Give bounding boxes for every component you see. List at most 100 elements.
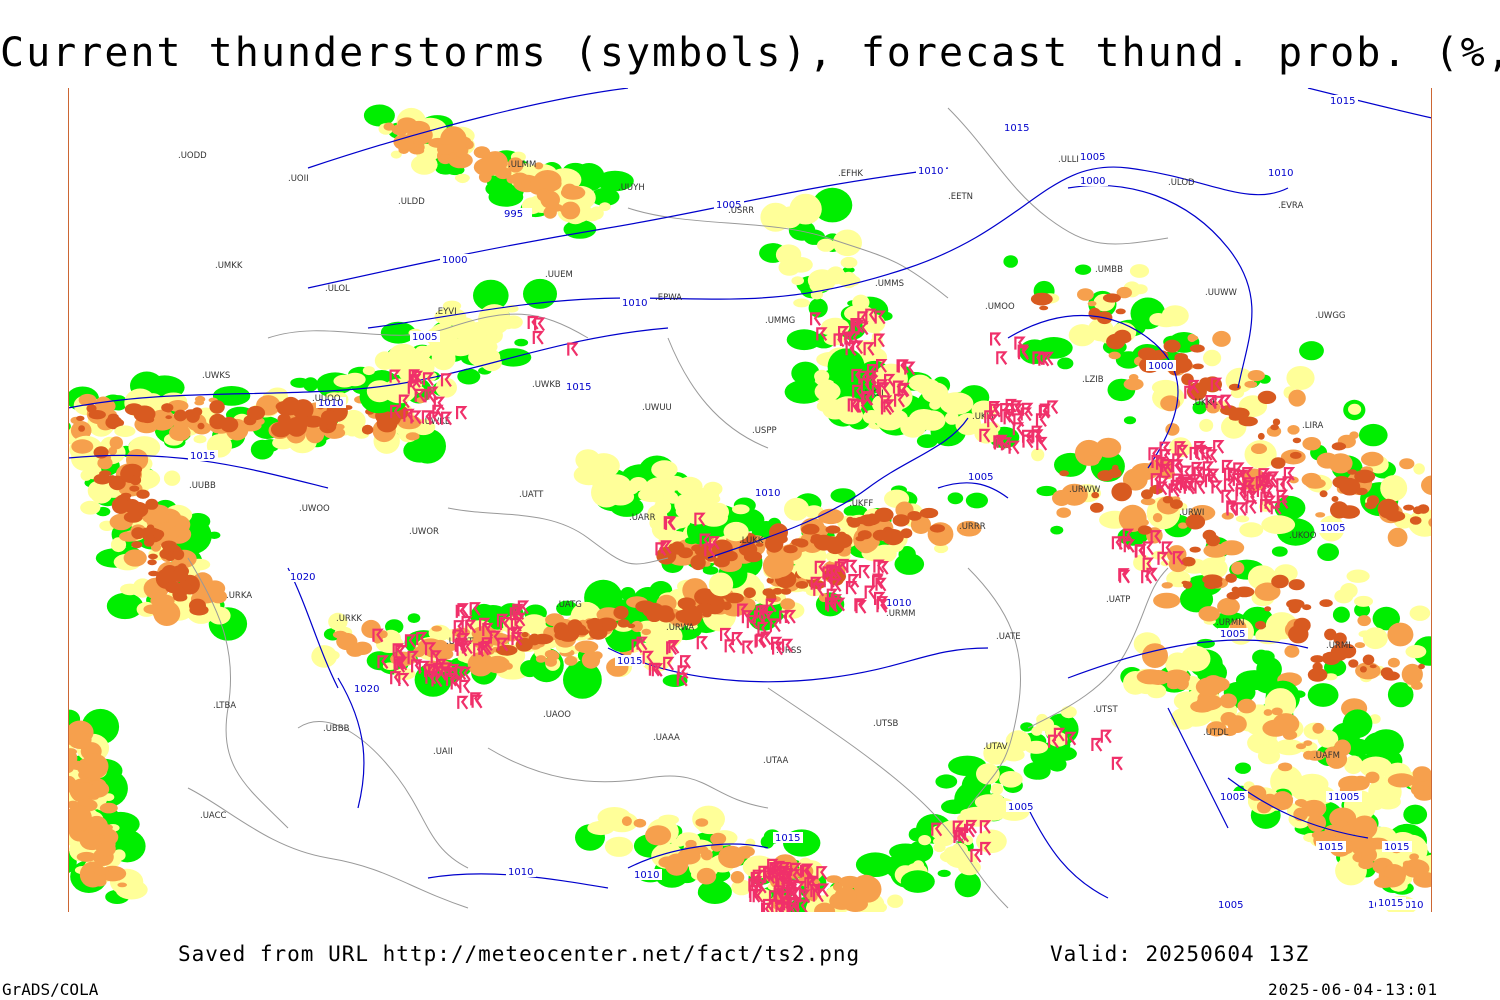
- thunderstorm-symbol: [514, 612, 526, 627]
- svg-text:1010: 1010: [508, 867, 533, 878]
- probability-cell: [1219, 693, 1238, 709]
- thunderstorm-symbol: [456, 406, 468, 420]
- probability-cell: [772, 587, 783, 595]
- probability-cell: [1310, 655, 1325, 663]
- probability-cell: [1174, 353, 1188, 362]
- thunderstorm-symbol: [407, 650, 419, 665]
- probability-cell: [1237, 698, 1256, 714]
- probability-cell: [172, 548, 185, 561]
- thunderstorm-symbol: [452, 629, 464, 644]
- thunderstorm-symbol: [1213, 440, 1225, 454]
- probability-cell: [1312, 722, 1324, 734]
- probability-cell: [1257, 650, 1275, 663]
- probability-cell: [855, 535, 865, 542]
- probability-cell: [437, 144, 454, 155]
- thunderstorm-symbol: [1111, 756, 1124, 771]
- svg-text:1015: 1015: [190, 451, 215, 462]
- probability-cell: [1387, 657, 1400, 668]
- probability-cell: [1169, 499, 1183, 509]
- probability-cell: [76, 415, 85, 421]
- isobar-line: [337, 677, 365, 809]
- probability-cell: [457, 368, 481, 385]
- probability-cell: [1179, 586, 1214, 613]
- probability-cell: [649, 510, 661, 518]
- probability-cell: [882, 529, 904, 546]
- thunderstorm-symbol: [1183, 480, 1196, 495]
- thunderstorm-symbol: [668, 639, 680, 654]
- thunderstorm-symbol: [724, 639, 736, 654]
- probability-cell: [1231, 586, 1240, 593]
- probability-cell: [1129, 264, 1150, 278]
- probability-cell: [1351, 815, 1378, 840]
- thunderstorm-symbol: [771, 899, 783, 912]
- probability-cell: [1403, 504, 1415, 511]
- probability-cell: [1409, 516, 1422, 525]
- probability-cell: [629, 477, 648, 491]
- thunderstorm-symbol: [1012, 422, 1025, 436]
- isobar-label: 1015: [564, 381, 594, 393]
- probability-cell: [99, 802, 118, 814]
- thunderstorm-symbol: [771, 641, 784, 656]
- probability-cell: [1262, 719, 1290, 737]
- thunderstorm-symbol: [1223, 467, 1236, 482]
- isobar-line: [1227, 777, 1369, 839]
- probability-cell: [654, 499, 672, 515]
- probability-cell: [442, 300, 462, 312]
- thunderstorm-symbol: [779, 610, 791, 625]
- probability-cell: [209, 413, 227, 430]
- probability-cell: [1346, 569, 1370, 583]
- probability-cell: [1312, 662, 1323, 672]
- isobar-label: 1005: [1216, 899, 1246, 911]
- probability-cell: [1369, 664, 1377, 669]
- probability-cell: [1235, 762, 1251, 774]
- svg-text:995: 995: [504, 209, 523, 220]
- thunderstorm-symbol: [1179, 477, 1192, 491]
- station-label: .UWOO: [299, 504, 330, 514]
- thunderstorm-symbol: [444, 667, 456, 682]
- thunderstorm-symbol: [987, 414, 999, 428]
- svg-text:1000: 1000: [1148, 361, 1173, 372]
- probability-cell: [677, 547, 694, 559]
- thunderstorm-symbol: [1232, 472, 1245, 487]
- probability-cell: [934, 543, 949, 554]
- probability-cell: [1255, 620, 1266, 630]
- probability-cell: [1108, 351, 1121, 360]
- probability-cell: [521, 614, 547, 631]
- probability-cell: [1348, 659, 1359, 668]
- thunderstorm-symbol: [1021, 402, 1034, 417]
- thunderstorm-symbol: [1135, 544, 1147, 558]
- thunderstorm-symbol: [1111, 536, 1124, 550]
- probability-cell: [1354, 595, 1373, 607]
- probability-cell: [725, 592, 744, 604]
- probability-shading: [68, 104, 1432, 912]
- probability-cell: [645, 825, 672, 846]
- station-label: .URMN: [1216, 618, 1245, 628]
- thunderstorm-symbol: [970, 848, 982, 863]
- probability-cell: [816, 400, 833, 412]
- probability-cell: [1271, 546, 1288, 557]
- probability-cell: [1221, 512, 1234, 520]
- probability-cell: [1212, 330, 1231, 347]
- isobar-label: 1010: [1396, 899, 1426, 911]
- probability-cell: [1087, 300, 1097, 307]
- probability-cell: [1123, 378, 1144, 391]
- thunderstorm-symbol: [499, 616, 512, 631]
- probability-cell: [1277, 795, 1294, 803]
- thunderstorm-symbol: [1236, 469, 1249, 484]
- thunderstorm-symbol: [1000, 409, 1012, 423]
- probability-cell: [1410, 783, 1424, 796]
- probability-cell: [784, 380, 824, 404]
- probability-cell: [852, 294, 870, 311]
- coastline-line: [447, 507, 669, 565]
- thunderstorm-symbol: [372, 628, 384, 643]
- thunderstorm-symbol: [1042, 351, 1054, 366]
- probability-cell: [114, 425, 136, 438]
- probability-cell: [153, 600, 181, 627]
- probability-cell: [1409, 605, 1431, 621]
- probability-cell: [814, 369, 830, 383]
- probability-cell: [270, 421, 292, 438]
- thunderstorm-symbol: [1267, 471, 1280, 486]
- probability-cell: [544, 649, 558, 659]
- svg-text:1010: 1010: [755, 488, 780, 499]
- thunderstorm-symbol: [398, 394, 411, 409]
